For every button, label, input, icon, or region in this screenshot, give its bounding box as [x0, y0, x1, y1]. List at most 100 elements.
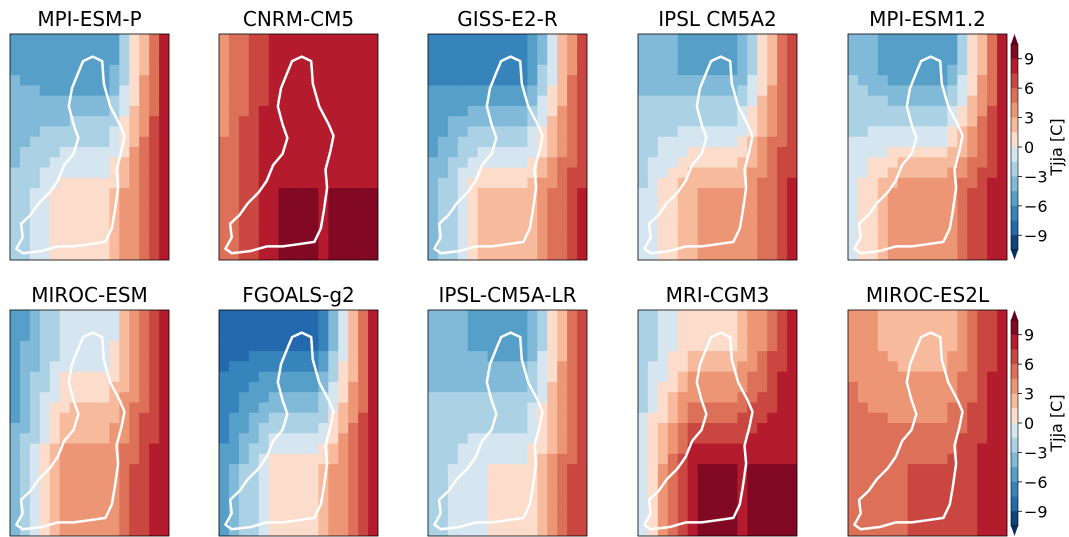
heatmap-cell: [328, 320, 339, 332]
heatmap-cell: [757, 218, 768, 230]
heatmap-cell: [497, 95, 509, 107]
heatmap-cell: [787, 54, 797, 66]
heatmap-cell: [917, 64, 929, 76]
heatmap-cell: [368, 34, 378, 45]
heatmap-cell: [139, 105, 150, 117]
heatmap-cell: [348, 126, 359, 138]
heatmap-cell: [428, 188, 439, 199]
heatmap-cell: [517, 64, 528, 76]
heatmap-cell: [927, 423, 939, 434]
map-panel: MIROC-ESM: [9, 283, 170, 537]
heatmap-cell: [687, 392, 699, 404]
heatmap-cell: [278, 320, 290, 332]
heatmap-cell: [99, 423, 110, 434]
heatmap-cell: [487, 157, 499, 169]
heatmap-cell: [328, 75, 339, 86]
heatmap-cell: [428, 453, 439, 465]
heatmap-cell: [457, 64, 469, 76]
heatmap-cell: [477, 412, 489, 424]
heatmap-cell: [507, 453, 519, 465]
heatmap-cell: [957, 249, 968, 260]
heatmap-cell: [947, 310, 958, 321]
heatmap-cell: [19, 433, 31, 445]
heatmap-cell: [657, 239, 669, 251]
heatmap-cell: [238, 95, 250, 107]
heatmap-cell: [717, 351, 729, 362]
heatmap-cell: [139, 474, 150, 486]
heatmap-cell: [997, 34, 1007, 45]
heatmap-cell: [957, 239, 968, 251]
heatmap-cell: [917, 392, 929, 404]
heatmap-cell: [557, 330, 568, 342]
heatmap-cell: [787, 423, 797, 434]
heatmap-cell: [747, 177, 758, 189]
heatmap-cell: [318, 229, 329, 241]
heatmap-cell: [507, 116, 519, 128]
heatmap-cell: [29, 105, 41, 117]
heatmap-cell: [977, 361, 988, 373]
heatmap-cell: [437, 423, 449, 434]
heatmap-cell: [428, 443, 439, 455]
heatmap-cell: [228, 433, 240, 445]
heatmap-cell: [647, 371, 659, 383]
panel-frame: [9, 309, 170, 537]
heatmap-cell: [428, 218, 439, 230]
heatmap-cell: [767, 453, 778, 465]
colorbar-segment: [1011, 481, 1018, 490]
heatmap-cell: [477, 515, 489, 527]
heatmap-cell: [457, 239, 469, 251]
heatmap-cell: [487, 320, 499, 332]
heatmap-cell: [848, 218, 859, 230]
heatmap-cell: [238, 198, 250, 210]
heatmap-cell: [897, 249, 909, 260]
heatmap-cell: [219, 95, 230, 107]
heatmap-cell: [737, 361, 748, 373]
heatmap-cell: [577, 44, 587, 56]
heatmap-cell: [298, 330, 310, 342]
heatmap-cell: [747, 320, 758, 332]
heatmap-cell: [787, 249, 797, 260]
heatmap-cell: [308, 443, 319, 455]
heatmap-cell: [89, 218, 101, 230]
heatmap-cell: [677, 392, 689, 404]
heatmap-cell: [967, 464, 978, 475]
heatmap-cell: [89, 423, 101, 434]
heatmap-cell: [268, 198, 280, 210]
heatmap-cell: [49, 198, 61, 210]
heatmap-cell: [457, 188, 469, 199]
heatmap-cell: [447, 464, 459, 475]
heatmap-cell: [737, 494, 748, 506]
heatmap-cell: [507, 44, 519, 56]
heatmap-cell: [219, 402, 230, 414]
heatmap-cell: [89, 392, 101, 404]
heatmap-cell: [757, 402, 768, 414]
heatmap-cell: [49, 423, 61, 434]
heatmap-cell: [129, 229, 140, 241]
heatmap-cell: [667, 464, 679, 475]
heatmap-cell: [917, 361, 929, 373]
heatmap-cell: [557, 433, 568, 445]
heatmap-cell: [917, 75, 929, 86]
heatmap-cell: [159, 484, 169, 496]
heatmap-cell: [497, 443, 509, 455]
heatmap-cell: [328, 474, 339, 486]
heatmap-cell: [358, 34, 369, 45]
heatmap-cell: [328, 423, 339, 434]
heatmap-cell: [268, 188, 280, 199]
heatmap-cell: [947, 505, 958, 517]
heatmap-cell: [667, 85, 679, 97]
heatmap-cell: [228, 75, 240, 86]
heatmap-cell: [467, 147, 479, 158]
heatmap-cell: [857, 167, 869, 179]
heatmap-cell: [917, 320, 929, 332]
heatmap-cell: [897, 136, 909, 148]
heatmap-cell: [437, 126, 449, 138]
heatmap-cell: [677, 64, 689, 76]
heatmap-cell: [477, 198, 489, 210]
heatmap-cell: [278, 330, 290, 342]
heatmap-cell: [977, 147, 988, 158]
heatmap-cell: [119, 229, 130, 241]
heatmap-cell: [19, 505, 31, 517]
heatmap-cell: [638, 85, 649, 97]
heatmap-cell: [79, 198, 91, 210]
